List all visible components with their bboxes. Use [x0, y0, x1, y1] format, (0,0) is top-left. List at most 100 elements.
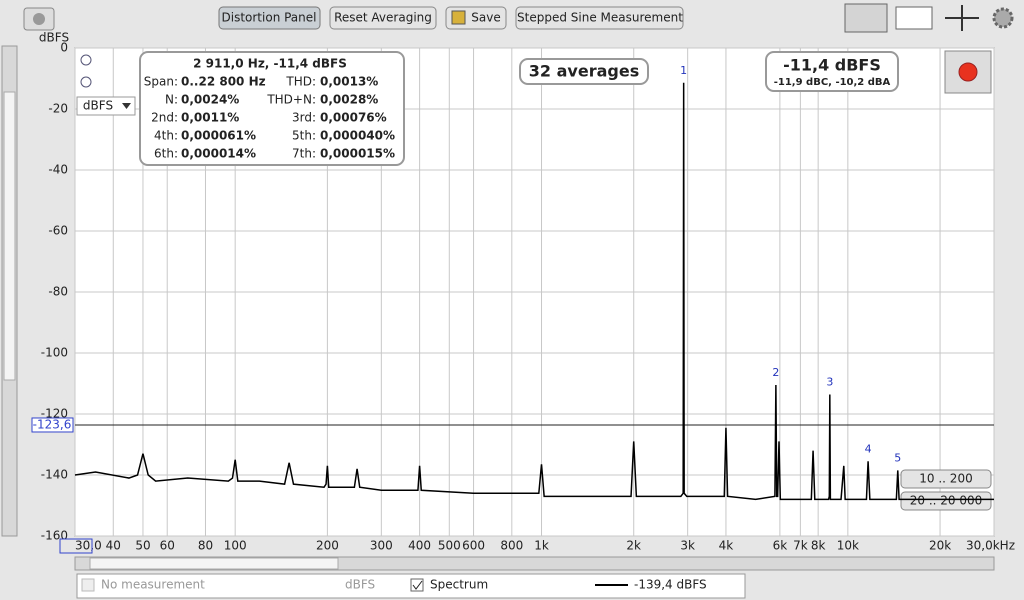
info-value: 0,0024%	[181, 93, 239, 107]
y-axis-label: dBFS	[39, 31, 69, 45]
harmonic-label: 2	[772, 366, 779, 379]
y-tick-label: -120	[41, 407, 68, 421]
x-cursor-box	[59, 538, 93, 554]
x-tick-label: 800	[500, 539, 523, 553]
harmonic-label: 1	[680, 64, 687, 77]
dropdown-arrow	[122, 103, 131, 109]
x-tick-label: 1k	[534, 539, 549, 553]
dropdown-label[interactable]: dBFS	[83, 99, 113, 113]
button[interactable]	[218, 6, 321, 30]
x-tick-label: 6k	[773, 539, 788, 553]
x-tick-label: 300	[370, 539, 393, 553]
range-button[interactable]	[900, 491, 992, 511]
settings-icon[interactable]	[992, 7, 1014, 29]
zoom-icon[interactable]	[80, 54, 92, 66]
info-key: N:	[165, 93, 178, 107]
checkbox[interactable]	[410, 578, 424, 592]
view-icon[interactable]	[844, 3, 888, 33]
info-value: 0,000040%	[320, 129, 395, 143]
y-tick-label: 0	[60, 41, 68, 55]
button[interactable]	[329, 6, 437, 30]
cursor-label: -123,6	[33, 417, 72, 431]
button-label[interactable]: Distortion Panel	[222, 11, 317, 25]
x-tick-label: 4k	[719, 539, 734, 553]
x-tick-label: 8k	[811, 539, 826, 553]
x-tick-label: 7k	[793, 539, 808, 553]
button-label[interactable]: Reset Averaging	[334, 11, 432, 25]
range-label[interactable]: 10 .. 200	[919, 472, 972, 486]
button-label[interactable]: Save	[471, 11, 500, 25]
range-button[interactable]	[900, 469, 992, 489]
info-value: 0,0028%	[320, 93, 378, 107]
y-tick-label: -20	[48, 102, 68, 116]
info-key: 5th:	[292, 129, 316, 143]
level-box	[765, 51, 899, 92]
info-value: 0,0011%	[181, 111, 239, 125]
x-tick-label: 30,0kHz	[966, 539, 1015, 553]
y-tick-label: -60	[48, 224, 68, 238]
x-tick-label: 40	[106, 539, 121, 553]
info-value: 0,000061%	[181, 129, 256, 143]
checkmark	[412, 580, 423, 590]
info-value: 0,000015%	[320, 147, 395, 161]
averages: 32 averages	[529, 62, 639, 81]
camera-lens	[33, 13, 45, 25]
zoom-icon[interactable]	[80, 76, 92, 88]
legend-measurement: No measurement	[101, 578, 205, 592]
x-tick-label: 100	[224, 539, 247, 553]
info-value: 0,00076%	[320, 111, 387, 125]
info-value: 0,0013%	[320, 75, 378, 89]
info-key: THD:	[285, 75, 316, 89]
info-value: 0,000014%	[181, 147, 256, 161]
info-key: Span:	[144, 75, 178, 89]
legend-unit: dBFS	[345, 578, 375, 592]
legend-readout: -139,4 dBFS	[634, 578, 707, 592]
info-key: 2nd:	[151, 111, 178, 125]
cursor-box	[31, 417, 74, 433]
x-tick-label: 80	[198, 539, 213, 553]
info-key: 6th:	[154, 147, 178, 161]
y-tick-label: -160	[41, 529, 68, 543]
x-tick-label: 600	[462, 539, 485, 553]
record-icon	[958, 62, 978, 82]
harmonic-label: 3	[826, 375, 833, 388]
range-label[interactable]: 20 .. 20 000	[910, 494, 983, 508]
level-sub: -11,9 dBC, -10,2 dBA	[774, 77, 891, 88]
info-title: 2 911,0 Hz, -11,4 dBFS	[193, 57, 347, 71]
view-icon[interactable]	[895, 6, 933, 30]
checkbox[interactable]	[81, 578, 95, 592]
save-icon	[451, 10, 466, 25]
y-tick-label: -140	[41, 468, 68, 482]
info-key: THD+N:	[266, 93, 316, 107]
x-tick-label: 10k	[837, 539, 859, 553]
legend-series: Spectrum	[430, 578, 488, 592]
y-tick-label: -100	[41, 346, 68, 360]
x-tick-label: 400	[408, 539, 431, 553]
dropdown[interactable]	[76, 96, 136, 116]
x-tick-label: 30,0	[75, 539, 102, 553]
legend	[76, 573, 746, 599]
averages-box	[519, 58, 649, 85]
info-key: 4th:	[154, 129, 178, 143]
resize-icon[interactable]	[945, 5, 979, 31]
x-tick-label: 3k	[680, 539, 695, 553]
button[interactable]	[515, 6, 684, 30]
info-key: 7th:	[292, 147, 316, 161]
harmonic-label: 4	[865, 442, 872, 455]
info-key: 3rd:	[292, 111, 316, 125]
button-label[interactable]: Stepped Sine Measurement	[517, 11, 683, 25]
level-main: -11,4 dBFS	[783, 56, 881, 75]
scroll-thumb[interactable]	[3, 91, 16, 381]
y-tick-label: -40	[48, 163, 68, 177]
info-panel	[139, 51, 405, 166]
harmonic-label: 5	[894, 451, 901, 464]
scroll-thumb[interactable]	[89, 557, 339, 570]
y-tick-label: -80	[48, 285, 68, 299]
spectrum-line	[74, 82, 994, 501]
x-tick-label: 2k	[626, 539, 641, 553]
x-tick-label: 500	[438, 539, 461, 553]
x-tick-label: 60	[160, 539, 175, 553]
info-value: 0..22 800 Hz	[181, 75, 266, 89]
